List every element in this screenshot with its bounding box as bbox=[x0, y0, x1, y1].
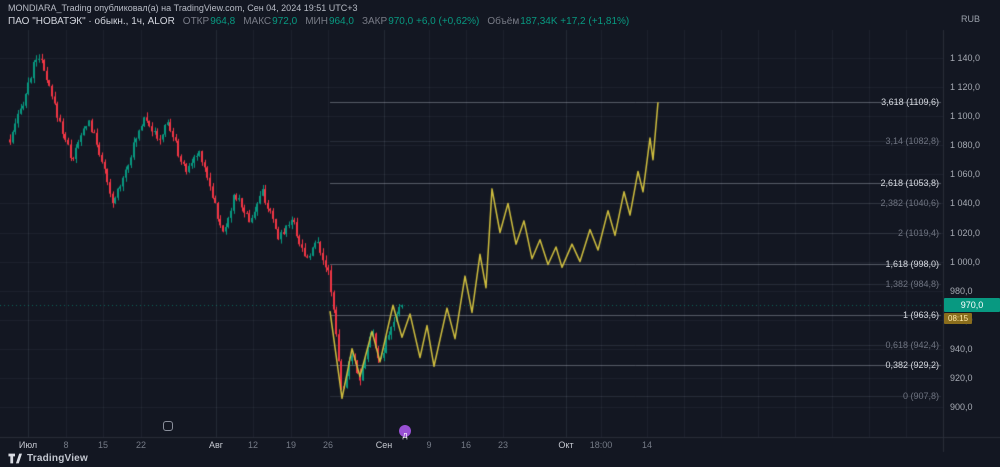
time-tick-label: 26 bbox=[322, 440, 334, 450]
time-tick-label: 22 bbox=[135, 440, 147, 450]
time-axis[interactable]: Июл 8 15 22 Авг 12 19 26 Сен 9 16 23 Окт 18:00 14 bbox=[0, 440, 943, 454]
volume-value: 187,34K bbox=[520, 16, 558, 27]
tradingview-logo-icon[interactable] bbox=[8, 453, 22, 464]
time-tick-label: 12 bbox=[247, 440, 259, 450]
publish-note-text: MONDIARA_Trading опубликовал(а) на Tradi… bbox=[8, 3, 358, 13]
time-tick-label: Сен bbox=[375, 440, 393, 450]
ohlc-label: ЗАКР bbox=[361, 16, 388, 27]
attribution-bar: TradingView bbox=[8, 451, 88, 465]
last-price-badge: 970,0 bbox=[944, 298, 1000, 313]
price-tick-label: 1 040,0 bbox=[950, 198, 981, 209]
currency-label[interactable]: RUB bbox=[960, 14, 980, 24]
symbol-title[interactable]: ПАО "НОВАТЭК" · обыкн., 1ч, ALOR bbox=[8, 16, 175, 27]
price-tick-label: 1 100,0 bbox=[950, 111, 981, 122]
price-tick-label: 920,0 bbox=[950, 372, 973, 383]
ohlc-label: ОТКР bbox=[182, 16, 210, 27]
price-tick-label: 900,0 bbox=[950, 402, 973, 412]
time-tick-label: 8 bbox=[63, 440, 69, 450]
price-axis[interactable]: 1 140,0 1 120,0 1 100,0 1 080,0 1 060,0 1 040… bbox=[946, 0, 1000, 452]
time-tick-label: Авг bbox=[208, 440, 224, 450]
price-tick-label: 1 120,0 bbox=[950, 82, 981, 93]
price-change: +6,0 (+0,62%) bbox=[413, 16, 480, 27]
price-tick-label: 1 060,0 bbox=[950, 169, 981, 180]
volume-change: +17,2 (+1,81%) bbox=[557, 16, 630, 27]
price-tick-label: 1 020,0 bbox=[950, 227, 981, 238]
price-tick-label: 1 140,0 bbox=[950, 53, 981, 63]
dividends-marker-icon[interactable]: Д bbox=[399, 425, 411, 440]
time-tick-label: 19 bbox=[285, 440, 297, 450]
ohlc-value: 964,8 bbox=[210, 16, 236, 27]
earnings-marker-icon[interactable] bbox=[163, 421, 173, 431]
ohlc-values-group: ОТКР964,8 МАКС972,0 МИН964,0 ЗАКР970,0 +6,0… bbox=[175, 16, 629, 27]
tradingview-brand[interactable]: TradingView bbox=[27, 452, 88, 464]
ohlc-value: 970,0 bbox=[388, 16, 414, 27]
ohlc-label: МАКС bbox=[243, 16, 272, 27]
price-tick-label: 980,0 bbox=[950, 285, 973, 296]
ohlc-label: МИН bbox=[305, 16, 328, 27]
ohlc-value: 964,0 bbox=[328, 16, 354, 27]
time-tick-label: 16 bbox=[460, 440, 472, 450]
time-tick-label: 18:00 bbox=[589, 440, 613, 450]
symbol-info-bar: ПАО "НОВАТЭК" · обыкн., 1ч, ALOR ОТКР964… bbox=[8, 16, 629, 27]
price-tick-label: 1 000,0 bbox=[950, 256, 981, 267]
price-tick-label: 940,0 bbox=[950, 343, 973, 354]
price-tick-label: 1 080,0 bbox=[950, 140, 981, 151]
publish-note: MONDIARA_Trading опубликовал(а) на Tradi… bbox=[8, 3, 357, 13]
time-tick-label: 15 bbox=[97, 440, 109, 450]
ohlc-value: 972,0 bbox=[272, 16, 298, 27]
volume-label: Объём bbox=[487, 16, 520, 27]
time-tick-label: 9 bbox=[426, 440, 432, 450]
bar-countdown-badge: 08:15 bbox=[944, 313, 973, 325]
time-tick-label: 23 bbox=[497, 440, 509, 450]
dividends-marker-letter: Д bbox=[402, 433, 408, 440]
time-tick-label: 14 bbox=[641, 440, 653, 450]
time-tick-label: Окт bbox=[558, 440, 574, 450]
time-tick-label: Июл bbox=[18, 440, 38, 450]
